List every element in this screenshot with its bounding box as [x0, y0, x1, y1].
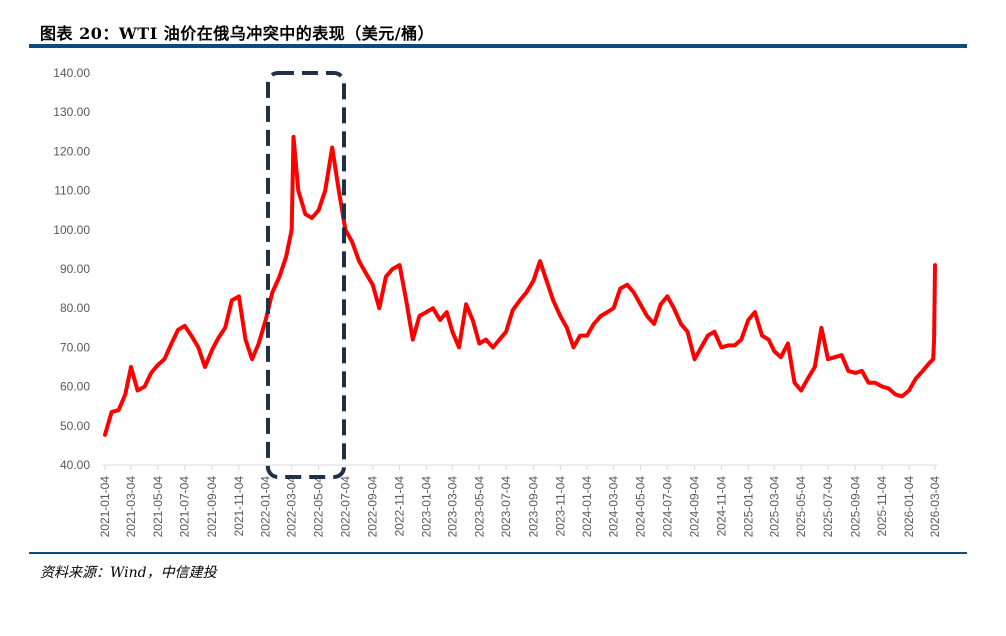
x-tick-label: 2023-03-04	[445, 476, 459, 538]
x-tick-label: 2025-09-04	[848, 476, 862, 538]
x-tick-label: 2023-09-04	[526, 476, 540, 538]
chart-title: 图表 20：WTI 油价在俄乌冲突中的表现（美元/桶）	[40, 24, 435, 43]
x-tick-label: 2021-07-04	[178, 476, 192, 538]
x-tick-label: 2023-07-04	[499, 476, 513, 538]
y-tick-label: 80.00	[60, 301, 90, 315]
x-tick-label: 2026-01-04	[902, 476, 916, 538]
x-tick-label: 2025-01-04	[741, 476, 755, 538]
x-tick-label: 2022-09-04	[366, 476, 380, 538]
y-tick-label: 60.00	[60, 380, 90, 394]
x-tick-label: 2023-01-04	[419, 476, 433, 538]
x-tick-label: 2024-03-04	[607, 476, 621, 538]
x-tick-label: 2024-01-04	[580, 476, 594, 538]
title-rule	[29, 44, 967, 48]
x-tick-label: 2021-09-04	[205, 476, 219, 538]
y-tick-label: 90.00	[60, 262, 90, 276]
x-tick-label: 2022-11-04	[393, 476, 407, 537]
y-tick-label: 40.00	[60, 458, 90, 472]
y-tick-label: 130.00	[53, 105, 90, 119]
y-tick-label: 110.00	[54, 184, 90, 198]
y-tick-label: 50.00	[60, 419, 90, 433]
x-tick-label: 2024-07-04	[660, 476, 674, 538]
footer-rule	[29, 552, 967, 554]
x-tick-label: 2025-11-04	[875, 476, 889, 537]
x-tick-label: 2025-05-04	[794, 476, 808, 538]
x-tick-label: 2023-11-04	[553, 476, 567, 537]
x-tick-label: 2021-01-04	[98, 476, 112, 538]
x-tick-label: 2026-03-04	[928, 476, 942, 538]
x-tick-label: 2024-11-04	[714, 476, 728, 537]
y-tick-label: 140.00	[53, 66, 90, 80]
x-tick-label: 2021-03-04	[124, 476, 138, 538]
y-tick-label: 70.00	[60, 340, 90, 354]
y-axis: 40.00 50.00 60.00 70.00 80.00 90.00 100.00 110.…	[53, 66, 90, 472]
x-tick-label: 2022-01-04	[259, 476, 273, 538]
x-tick-label: 2024-09-04	[688, 476, 702, 538]
series-layer	[103, 134, 937, 437]
x-tick-label: 2022-03-04	[285, 476, 299, 538]
highlight-box	[266, 71, 346, 479]
x-tick-label: 2021-11-04	[232, 476, 246, 537]
y-tick-label: 120.00	[53, 144, 90, 158]
y-tick-label: 100.00	[53, 223, 90, 237]
x-tick-label: 2025-07-04	[821, 476, 835, 538]
source-note: 资料来源：Wind，中信建投	[40, 565, 217, 581]
x-tick-label: 2022-07-04	[338, 476, 352, 538]
x-tick-label: 2023-05-04	[472, 476, 486, 538]
x-tick-label: 2024-05-04	[633, 476, 647, 538]
wti-price-line	[103, 134, 937, 437]
x-tick-label: 2025-03-04	[767, 476, 781, 538]
x-tick-label: 2022-05-04	[312, 476, 326, 538]
x-tick-label: 2021-05-04	[151, 476, 165, 538]
x-axis: 2021-01-04 2021-03-04 2021-05-04 2021-07-04…	[98, 464, 942, 538]
